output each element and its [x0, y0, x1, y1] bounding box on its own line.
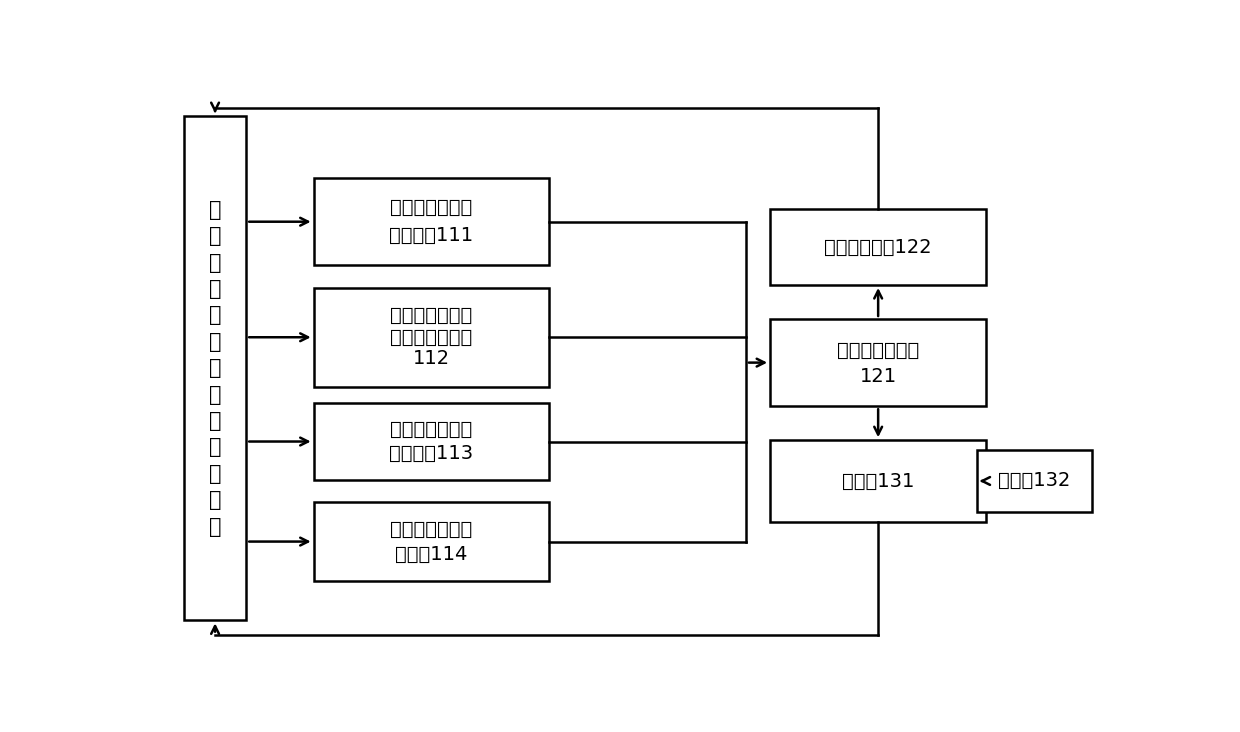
Text: 号传感器111: 号传感器111 [389, 226, 474, 245]
Bar [770, 209, 986, 285]
Text: 分流器电压信号: 分流器电压信号 [391, 520, 472, 539]
Text: 工控机131: 工控机131 [842, 471, 914, 490]
Bar [314, 178, 549, 266]
Bar [770, 319, 986, 406]
Text: 合闸电阻电压信: 合闸电阻电压信 [391, 198, 472, 217]
Bar [977, 449, 1092, 512]
Bar [314, 403, 549, 479]
Text: 121: 121 [859, 367, 897, 386]
Text: 高
压
断
路
器
动
态
电
阻
测
量
回
路: 高 压 断 路 器 动 态 电 阻 测 量 回 路 [208, 200, 221, 537]
Text: 高速数据采集卡: 高速数据采集卡 [837, 340, 919, 359]
Text: 传感器114: 传感器114 [396, 545, 467, 564]
Text: 显示器132: 显示器132 [998, 471, 1070, 490]
Text: 电压信号传感器: 电压信号传感器 [391, 328, 472, 347]
Text: 号传感器113: 号传感器113 [389, 444, 474, 463]
Text: 回路电阻电压信: 回路电阻电压信 [391, 419, 472, 438]
Text: 112: 112 [413, 349, 450, 368]
Bar [314, 502, 549, 581]
Text: 欧姆级标准电阻: 欧姆级标准电阻 [391, 306, 472, 325]
Bar [184, 116, 247, 621]
Text: 继电器输出板122: 继电器输出板122 [825, 238, 932, 257]
Bar [770, 440, 986, 522]
Bar [314, 288, 549, 386]
